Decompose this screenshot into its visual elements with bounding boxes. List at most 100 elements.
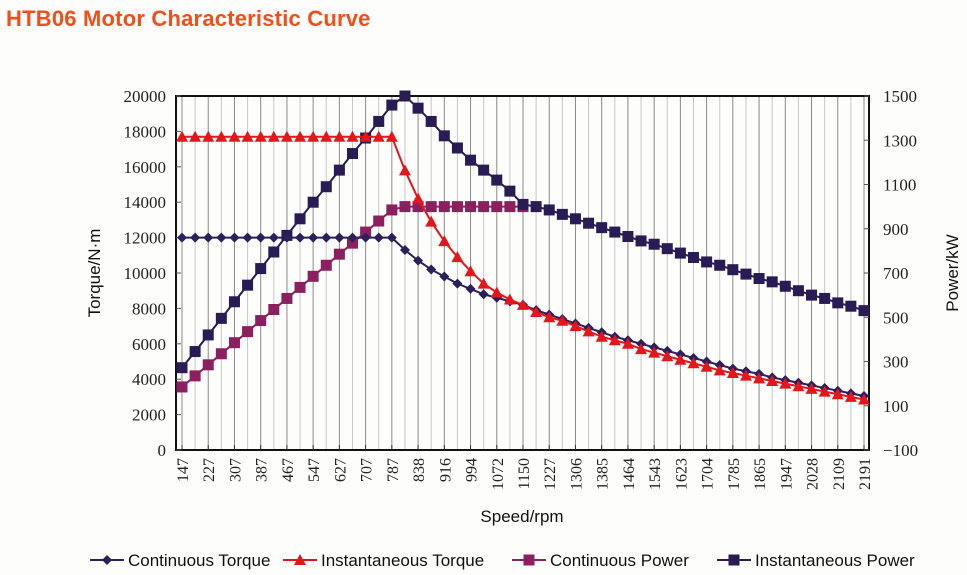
data-point <box>465 283 476 294</box>
series-instantaneous-torque <box>176 130 870 405</box>
series-layer <box>176 90 870 405</box>
data-point <box>202 130 215 142</box>
x-tick-label: 1306 <box>568 458 585 490</box>
data-point <box>530 305 543 317</box>
x-tick-label: 1785 <box>726 458 743 490</box>
right-tick-label: 900 <box>883 220 909 239</box>
x-tick-label: 627 <box>332 458 349 482</box>
x-tick-label: 1464 <box>621 458 638 490</box>
data-point <box>267 130 280 142</box>
data-point <box>189 130 202 142</box>
data-point <box>386 232 397 243</box>
x-tick-label: 147 <box>175 458 192 482</box>
data-point <box>451 142 463 154</box>
data-point <box>766 374 779 386</box>
data-point <box>766 276 778 288</box>
data-point <box>714 259 726 271</box>
data-point <box>700 360 713 372</box>
legend-marker <box>294 554 306 565</box>
data-point <box>215 130 228 142</box>
data-point <box>202 359 214 371</box>
data-point <box>661 243 673 255</box>
data-point <box>228 337 240 349</box>
data-point <box>281 292 293 304</box>
x-tick-label: 1865 <box>752 458 769 490</box>
right-y-axis-label: Power/kW <box>943 234 962 311</box>
left-tick-label: 20000 <box>124 87 167 106</box>
legend-label: Instantaneous Torque <box>321 551 484 570</box>
left-y-axis-label: Torque/N·m <box>85 229 104 318</box>
data-point <box>845 300 857 312</box>
data-point <box>792 285 804 297</box>
data-point <box>228 296 240 308</box>
data-point <box>307 270 319 282</box>
data-point <box>202 329 214 341</box>
data-point <box>242 279 254 291</box>
data-point <box>320 181 332 193</box>
data-point <box>307 196 319 208</box>
data-point <box>294 213 306 225</box>
data-point <box>294 281 306 293</box>
data-point <box>255 263 267 275</box>
x-tick-label: 2191 <box>857 458 874 490</box>
data-point <box>268 232 279 243</box>
data-point <box>726 367 739 379</box>
data-point <box>347 232 358 243</box>
x-tick-label: 838 <box>411 458 428 482</box>
data-point <box>477 277 490 289</box>
data-point <box>346 130 359 142</box>
data-point <box>242 326 254 338</box>
data-point <box>333 130 346 142</box>
data-point <box>254 130 267 142</box>
data-point <box>753 372 766 384</box>
data-point <box>347 148 358 160</box>
data-point <box>359 130 372 142</box>
data-point <box>333 248 345 260</box>
data-point <box>255 232 266 243</box>
data-point <box>385 130 398 142</box>
data-point <box>281 232 292 243</box>
data-point <box>465 201 477 213</box>
data-point <box>334 232 345 243</box>
legend-item: Continuous Power <box>512 551 689 570</box>
x-tick-label: 2028 <box>805 458 822 490</box>
data-point <box>792 380 805 392</box>
data-point <box>451 251 464 263</box>
data-point <box>688 252 699 264</box>
data-point <box>268 246 280 258</box>
data-point <box>530 201 542 213</box>
left-tick-label: 8000 <box>132 299 166 318</box>
data-point <box>478 289 489 300</box>
data-point <box>608 334 621 346</box>
data-point <box>805 382 818 394</box>
right-tick-label: 300 <box>883 353 909 372</box>
data-point <box>412 201 424 213</box>
data-point <box>661 350 674 362</box>
data-point <box>569 213 581 225</box>
legend: Continuous Torque Instantaneous Torque Con… <box>90 551 915 570</box>
data-point <box>478 164 490 176</box>
data-point <box>452 278 463 289</box>
data-point <box>425 201 437 213</box>
data-point <box>438 130 450 142</box>
data-point <box>372 130 385 142</box>
data-point <box>465 154 477 166</box>
x-tick-label: 916 <box>437 458 454 482</box>
data-point <box>517 198 529 210</box>
data-point <box>556 314 569 326</box>
legend-item: Instantaneous Power <box>717 551 915 570</box>
legend-marker <box>728 554 740 566</box>
left-tick-label: 0 <box>158 441 167 460</box>
data-point <box>215 312 227 324</box>
x-tick-label: 1227 <box>542 458 559 490</box>
data-point <box>216 232 227 243</box>
data-point <box>413 255 424 266</box>
data-point <box>583 217 595 229</box>
data-point <box>425 215 438 227</box>
left-tick-label: 6000 <box>132 335 166 354</box>
left-tick-label: 18000 <box>124 122 167 141</box>
data-point <box>504 201 516 213</box>
data-point <box>176 362 188 374</box>
data-point <box>255 315 267 327</box>
